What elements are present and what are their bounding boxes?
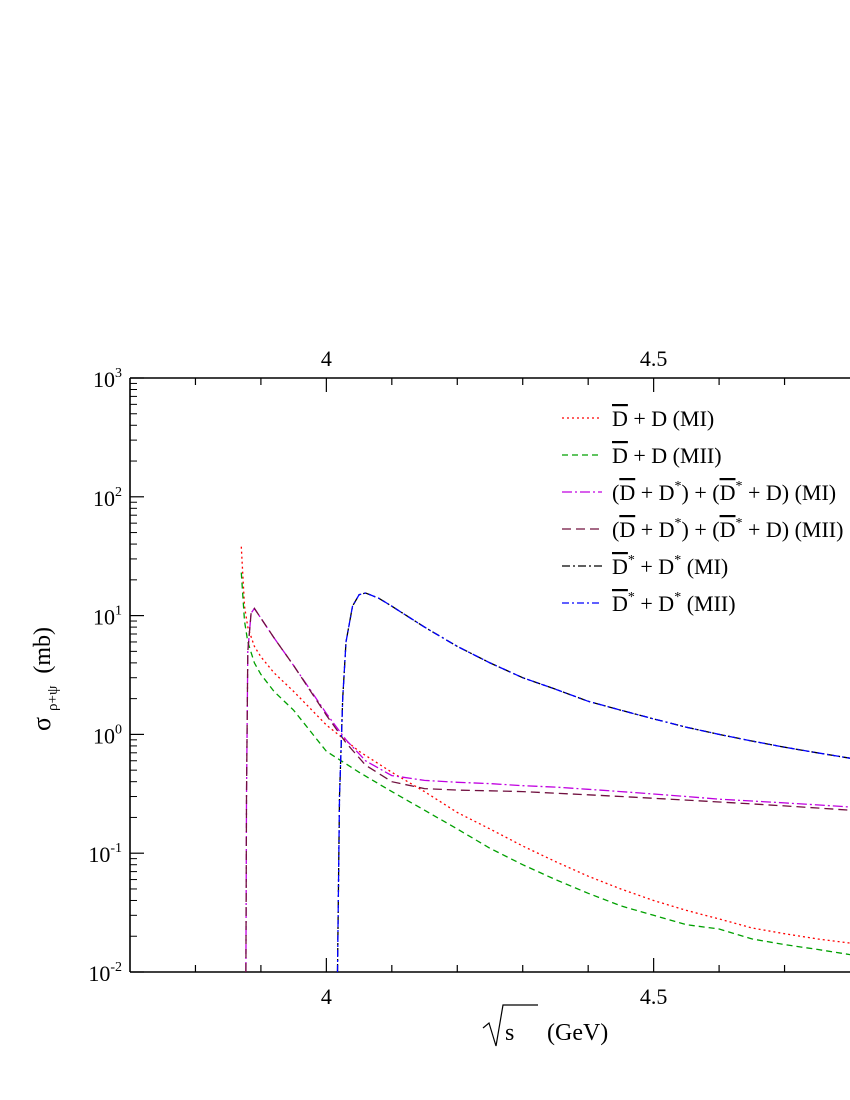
y-tick-label-exponent: -2 [110,960,122,975]
y-tick-label-exponent: 3 [115,366,122,381]
legend-text-part: (MI) [681,554,728,579]
y-tick-label-exponent: 0 [115,722,122,737]
legend-antiparticle-symbol: D [619,480,635,505]
legend-text-part: + D [635,480,674,505]
x-axis-title: s (GeV) [482,1004,608,1047]
y-tick-label-exponent: 1 [115,604,122,619]
legend-antiparticle-symbol: D [612,406,628,431]
x-tick-label-bottom: 4 [321,984,332,1009]
y-tick-label-exponent: -1 [110,841,122,856]
y-tick-label: 100 [93,722,122,748]
legend-text-part: + D) (MI) [742,480,836,505]
legend-label: D* + D* (MII) [612,590,736,616]
x-tick-label-top: 4.5 [640,346,668,371]
legend-entry-2: D + D (MII) [562,443,722,468]
y-axis-title-sigma: σ [27,717,56,731]
series-line-3 [245,607,850,972]
legend-antiparticle-symbol: D [720,480,736,505]
legend-label: (D + D*) + (D* + D) (MI) [612,479,836,505]
series-line-4 [245,607,850,972]
legend-star-superscript: * [735,516,742,531]
y-axis-title: σ ρ+ψ (mb) [27,627,63,731]
legend-antiparticle-symbol: D [720,517,736,542]
legend-text-part: ) + ( [682,480,720,505]
legend-star-superscript: * [675,479,682,494]
legend-antiparticle-symbol: D [612,591,628,616]
sqrt-symbol [482,1004,538,1047]
legend-text-part: + D) (MII) [742,517,843,542]
legend-text-part: + D (MI) [628,406,714,431]
x-axis-title-root: s [505,1020,514,1046]
y-tick-label: 10-2 [88,960,122,986]
legend-text-part: (MII) [681,591,735,616]
legend-star-superscript: * [628,553,635,568]
y-tick-label: 10-1 [88,841,122,867]
x-tick-label-bottom: 4.5 [640,984,668,1009]
y-tick-label-base: 10 [93,723,115,748]
legend-text-part: + D [635,554,674,579]
legend-entry-4: (D + D*) + (D* + D) (MII) [562,516,843,542]
legend-entry-3: (D + D*) + (D* + D) (MI) [562,479,836,505]
y-tick-label: 102 [93,485,122,511]
y-tick-label: 103 [93,366,122,392]
legend-label: D + D (MI) [612,406,714,431]
legend-star-superscript: * [674,590,681,605]
legend-antiparticle-symbol: D [619,517,635,542]
series-lines [240,546,850,972]
legend-text-part: + D (MII) [628,443,722,468]
legend: D + D (MI)D + D (MII)(D + D*) + (D* + D)… [562,406,843,616]
y-tick-label-base: 10 [93,486,115,511]
legend-star-superscript: * [675,516,682,531]
y-tick-label-base: 10 [93,367,115,392]
axis-titles: s (GeV) σ ρ+ψ (mb) [27,627,608,1047]
x-tick-label-top: 4 [321,346,332,371]
legend-text-part: ( [612,517,619,542]
legend-antiparticle-symbol: D [612,443,628,468]
legend-label: D* + D* (MI) [612,553,728,579]
legend-text-part: + D [635,517,674,542]
legend-label: (D + D*) + (D* + D) (MII) [612,516,843,542]
legend-entry-5: D* + D* (MI) [562,553,728,579]
legend-text-part: + D [635,591,674,616]
legend-text-part: ( [612,480,619,505]
y-tick-label-base: 10 [88,842,110,867]
legend-star-superscript: * [735,479,742,494]
legend-entry-1: D + D (MI) [562,406,714,431]
svg-text:σ ρ+ψ (mb): σ ρ+ψ (mb) [27,627,63,731]
y-tick-label: 101 [93,604,122,630]
legend-star-superscript: * [674,553,681,568]
x-axis-title-unit: (GeV) [547,1020,608,1046]
y-tick-label-exponent: 2 [115,485,122,500]
y-axis-title-unit: (mb) [30,627,56,674]
y-tick-label-base: 10 [93,605,115,630]
plot-frame [129,377,850,973]
legend-label: D + D (MII) [612,443,722,468]
legend-text-part: ) + ( [682,517,720,542]
series-line-2 [240,572,850,956]
series-line-1 [240,546,850,944]
series-line-5 [336,592,850,972]
series-line-6 [336,592,850,972]
legend-entry-6: D* + D* (MII) [562,590,736,616]
y-axis-title-subscript: ρ+ψ [45,685,61,711]
axis-ticks [130,377,786,973]
legend-antiparticle-symbol: D [612,554,628,579]
legend-star-superscript: * [628,590,635,605]
y-tick-label-base: 10 [88,961,110,986]
